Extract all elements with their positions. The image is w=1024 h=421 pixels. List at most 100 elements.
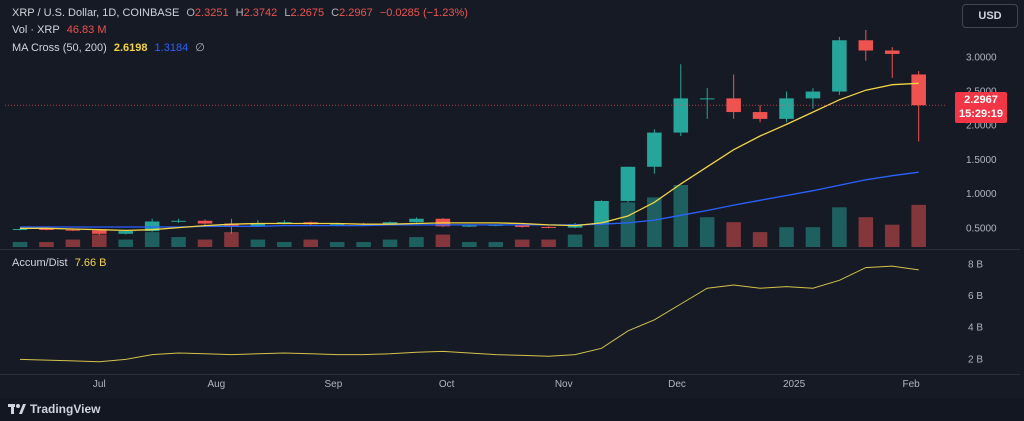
open-label: O [186, 7, 195, 19]
price-tick-label: 1.0000 [966, 189, 997, 200]
candle-body [911, 74, 926, 106]
ma50-value: 2.6198 [113, 42, 148, 54]
volume-bar [435, 234, 451, 247]
volume-legend: Vol · XRP 46.83 M [12, 24, 111, 36]
ma50-line [20, 82, 919, 232]
volume-label: Vol · XRP [12, 24, 60, 36]
candle-body [699, 98, 715, 100]
ad-value: 7.66 B [74, 257, 107, 269]
candle-body [329, 224, 345, 226]
candle-body [224, 223, 239, 227]
time-tick-label: Aug [207, 379, 225, 390]
ma-label: MA Cross (50, 200) [12, 42, 107, 54]
volume-bar [726, 222, 741, 247]
brand-logo[interactable]: TradingView [8, 402, 100, 416]
time-tick-label: 2025 [783, 379, 806, 390]
time-tick-label: Oct [439, 379, 455, 390]
candle-body [144, 221, 160, 232]
price-tick-label: 2.0000 [966, 121, 997, 132]
volume-bar [911, 204, 926, 247]
time-tick-label: Jul [93, 379, 106, 390]
brand-name: TradingView [30, 402, 101, 416]
candle-body [594, 200, 609, 225]
volume-bar [779, 227, 794, 247]
volume-bar [514, 239, 530, 247]
volume-bar [884, 224, 900, 247]
volume-bar [118, 239, 133, 247]
candle-body [832, 40, 847, 92]
volume-bar [65, 239, 81, 247]
high-label: H [235, 7, 244, 19]
candle-body [118, 231, 133, 234]
symbol-legend: XRP / U.S. Dollar, 1D, COINBASE O2.3251 … [12, 7, 472, 19]
close-label: C [331, 7, 340, 19]
last-price-tag: 2.2967 15:29:19 [955, 92, 1007, 123]
candle-body [462, 225, 477, 227]
volume-bar [462, 242, 477, 247]
volume-bar [303, 239, 319, 247]
candle-body [805, 91, 821, 99]
ad-tick-label: 6 B [968, 291, 983, 302]
price-tick-label: 1.5000 [966, 155, 997, 166]
symbol-title: XRP / U.S. Dollar, 1D, COINBASE [12, 7, 180, 19]
price-tick-label: 0.5000 [966, 223, 997, 234]
volume-bar [541, 239, 556, 247]
candle-body [752, 112, 768, 119]
ad-label: Accum/Dist [12, 257, 68, 269]
candle-body [779, 98, 794, 119]
last-price-value: 2.2967 [964, 94, 998, 106]
candle-body [884, 50, 900, 54]
volume-bar [832, 207, 847, 247]
volume-bar [382, 239, 398, 247]
volume-bar [752, 232, 768, 247]
candle-body [620, 166, 636, 201]
ma-extra-value: ∅ [195, 42, 205, 54]
close-value: 2.2967 [339, 7, 373, 19]
open-value: 2.3251 [194, 7, 229, 19]
volume-bar [171, 237, 186, 247]
ad-tick-label: 8 B [968, 259, 983, 270]
volume-bar [488, 242, 504, 247]
currency-button[interactable]: USD [962, 4, 1018, 28]
volume-value: 46.83 M [66, 24, 107, 36]
candle-body [39, 229, 54, 231]
tradingview-icon [8, 404, 26, 414]
candle-body [726, 98, 741, 113]
time-tick-label: Nov [555, 379, 573, 390]
price-tick-label: 3.0000 [966, 52, 997, 63]
footer-bar [0, 398, 1024, 421]
volume-bar [356, 242, 371, 247]
ma200-line [20, 171, 919, 228]
time-tick-label: Feb [903, 379, 921, 390]
volume-bar [144, 232, 160, 247]
volume-bar [39, 242, 54, 247]
candle-body [197, 220, 213, 224]
volume-bar [620, 202, 636, 247]
volume-bar [699, 217, 715, 247]
volume-bar [329, 242, 345, 247]
candle-body [382, 222, 398, 224]
ad-tick-label: 2 B [968, 354, 983, 365]
candle-body [647, 132, 662, 167]
volume-bar [224, 232, 239, 247]
low-value: 2.2675 [290, 7, 325, 19]
volume-bar [250, 239, 266, 247]
candle-body [65, 229, 81, 231]
time-tick-label: Dec [668, 379, 686, 390]
candle-body [673, 98, 689, 133]
candle-body [12, 229, 28, 231]
volume-bar [12, 242, 28, 247]
volume-bar [673, 185, 689, 247]
change-value: −0.0285 (−1.23%) [379, 7, 468, 19]
ad-tick-label: 4 B [968, 323, 983, 334]
candle-body [409, 218, 424, 223]
volume-bar [409, 237, 424, 247]
candle-body [858, 40, 874, 51]
volume-bar [277, 242, 292, 247]
volume-bar [647, 197, 662, 247]
volume-bar [567, 234, 583, 247]
time-tick-label: Sep [325, 379, 343, 390]
candle-body [541, 226, 556, 228]
